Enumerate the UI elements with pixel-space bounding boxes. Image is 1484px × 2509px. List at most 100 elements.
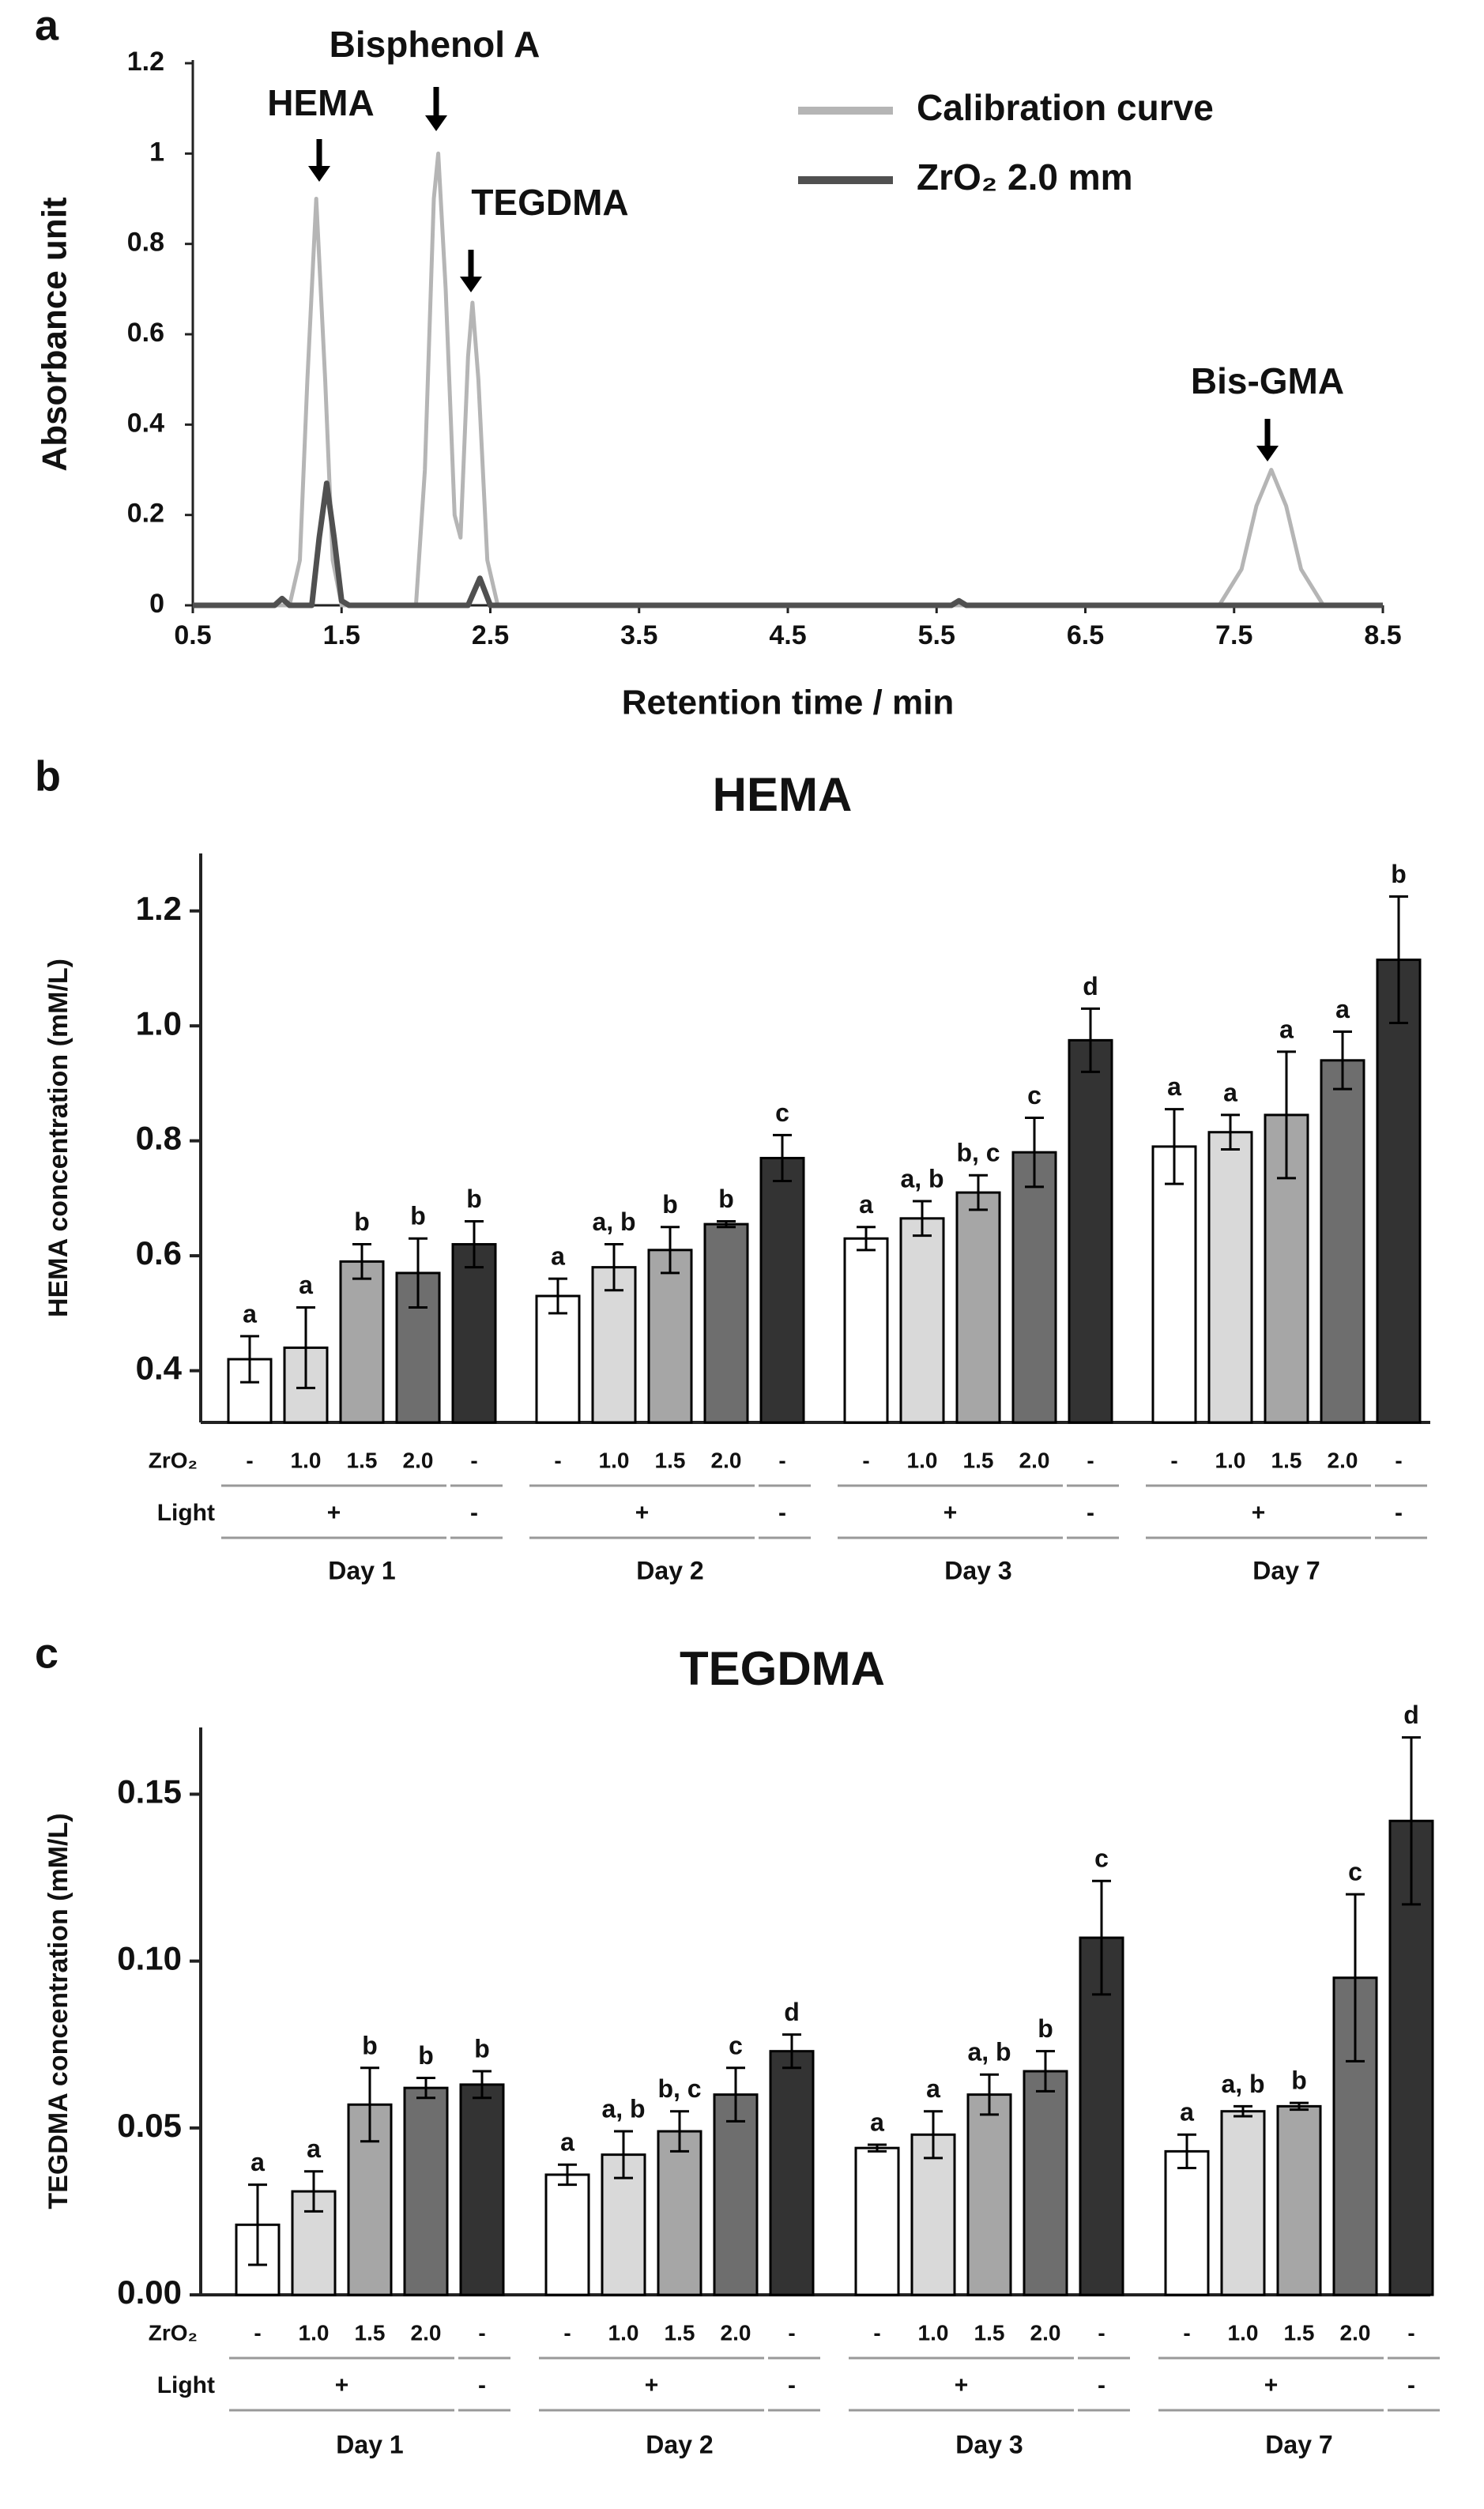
- significance-letter: a: [1180, 2098, 1194, 2127]
- bar: [966, 2093, 1012, 2296]
- light-label: +: [645, 2372, 659, 2398]
- light-label: +: [955, 2372, 969, 2398]
- y-tick-label: 1.2: [127, 47, 164, 77]
- x-tick-label: Day 1: [328, 1556, 395, 1584]
- x-tick-label: 0.5: [174, 620, 211, 650]
- y-tick-label: 0.8: [127, 228, 164, 258]
- light-label: -: [778, 1500, 786, 1526]
- y-tick-label: 0.05: [117, 2107, 182, 2144]
- zro2-label: 1.5: [1271, 1448, 1302, 1472]
- bar: [1079, 1936, 1124, 2296]
- light-label: +: [1264, 2372, 1279, 2398]
- significance-letter: b: [418, 2041, 434, 2070]
- significance-letter: b: [354, 1207, 370, 1236]
- zro2-label: -: [246, 1448, 253, 1472]
- zro2-label: -: [478, 2320, 485, 2345]
- y-tick-label: 0: [149, 589, 164, 619]
- significance-letter: b: [362, 2031, 378, 2059]
- zro2-label: 2.0: [721, 2320, 751, 2345]
- zro2-label: 2.0: [711, 1448, 742, 1472]
- zro2-label: 1.0: [1215, 1448, 1246, 1472]
- zro2-label: -: [778, 1448, 785, 1472]
- zro2-label: 2.0: [1328, 1448, 1358, 1472]
- arrow-head: [460, 277, 482, 292]
- bar: [591, 1266, 637, 1424]
- bar: [955, 1191, 1001, 1424]
- y-tick-label: 1.0: [136, 1004, 182, 1042]
- significance-letter: c: [1094, 1844, 1109, 1873]
- bar: [459, 2083, 505, 2296]
- significance-letter: a, b: [967, 2038, 1011, 2066]
- bar: [1023, 2070, 1068, 2296]
- significance-letter: a: [560, 2128, 574, 2157]
- y-axis-label: TEGDMA concentration (mM/L): [43, 1813, 73, 2209]
- bar: [759, 1156, 805, 1424]
- significance-letter: a: [250, 2148, 265, 2176]
- zro2-label: -: [470, 1448, 477, 1472]
- zro2-label: 1.0: [291, 1448, 322, 1472]
- significance-letter: b: [1291, 2066, 1307, 2095]
- zro2-label: -: [788, 2320, 795, 2345]
- arrow-head: [1256, 446, 1279, 461]
- zro2-label: 2.0: [411, 2320, 442, 2345]
- significance-letter: b: [1391, 860, 1407, 888]
- light-label: -: [1087, 1500, 1094, 1526]
- zro2-label: -: [862, 1448, 869, 1472]
- significance-letter: a: [870, 2108, 884, 2136]
- zro2-label: 1.0: [1228, 2320, 1259, 2345]
- bar: [1376, 959, 1422, 1424]
- bar: [1220, 2110, 1266, 2296]
- peak-annotation: Bis-GMA: [1191, 360, 1344, 401]
- bar: [899, 1217, 945, 1424]
- significance-letter: b: [1038, 2014, 1053, 2043]
- legend-label: Calibration curve: [917, 87, 1214, 128]
- series-line: [193, 151, 1383, 608]
- chart-title: HEMA: [713, 768, 853, 821]
- significance-letter: c: [775, 1098, 789, 1127]
- bar: [403, 2086, 449, 2296]
- bar: [339, 1260, 385, 1424]
- chart-title: TEGDMA: [680, 1642, 885, 1695]
- zro2-label: 1.0: [907, 1448, 938, 1472]
- panel-label: b: [35, 752, 61, 800]
- y-tick-label: 0.6: [136, 1234, 182, 1271]
- row-label: ZrO₂: [149, 1448, 198, 1472]
- light-label: +: [327, 1500, 341, 1526]
- significance-letter: a: [307, 2134, 321, 2163]
- bar: [1151, 1145, 1197, 1424]
- panel-label: a: [35, 2, 59, 49]
- significance-letter: b: [466, 1185, 482, 1213]
- significance-letter: d: [1403, 1701, 1419, 1729]
- bar: [1276, 2104, 1322, 2296]
- bar: [703, 1222, 749, 1424]
- bar: [1011, 1151, 1057, 1424]
- bar: [769, 2050, 815, 2296]
- zro2-label: 2.0: [1030, 2320, 1061, 2345]
- significance-letter: a: [859, 1190, 873, 1219]
- zro2-label: 1.5: [655, 1448, 686, 1472]
- zro2-label: -: [1087, 1448, 1094, 1472]
- y-tick-label: 0.10: [117, 1940, 182, 1977]
- x-tick-label: Day 3: [944, 1556, 1011, 1584]
- arrow-head: [425, 115, 447, 131]
- y-tick-label: 0.8: [136, 1120, 182, 1157]
- bar: [1164, 2149, 1210, 2296]
- zro2-label: -: [873, 2320, 880, 2345]
- zro2-label: 2.0: [403, 1448, 434, 1472]
- x-tick-label: Day 2: [646, 2430, 713, 2458]
- x-tick-label: 3.5: [620, 620, 657, 650]
- significance-letter: a: [299, 1271, 313, 1299]
- x-tick-label: Day 7: [1252, 1556, 1320, 1584]
- row-label: ZrO₂: [149, 2320, 198, 2345]
- significance-letter: b, c: [657, 2074, 701, 2103]
- y-axis-label: Absorbance unit: [36, 197, 74, 471]
- x-tick-label: 5.5: [918, 620, 955, 650]
- y-tick-label: 0.6: [127, 318, 164, 348]
- significance-letter: c: [1027, 1081, 1041, 1109]
- x-tick-label: Day 7: [1265, 2430, 1332, 2458]
- panel-label: c: [35, 1629, 58, 1677]
- zro2-label: 1.5: [963, 1448, 994, 1472]
- row-label: Light: [157, 2372, 215, 2398]
